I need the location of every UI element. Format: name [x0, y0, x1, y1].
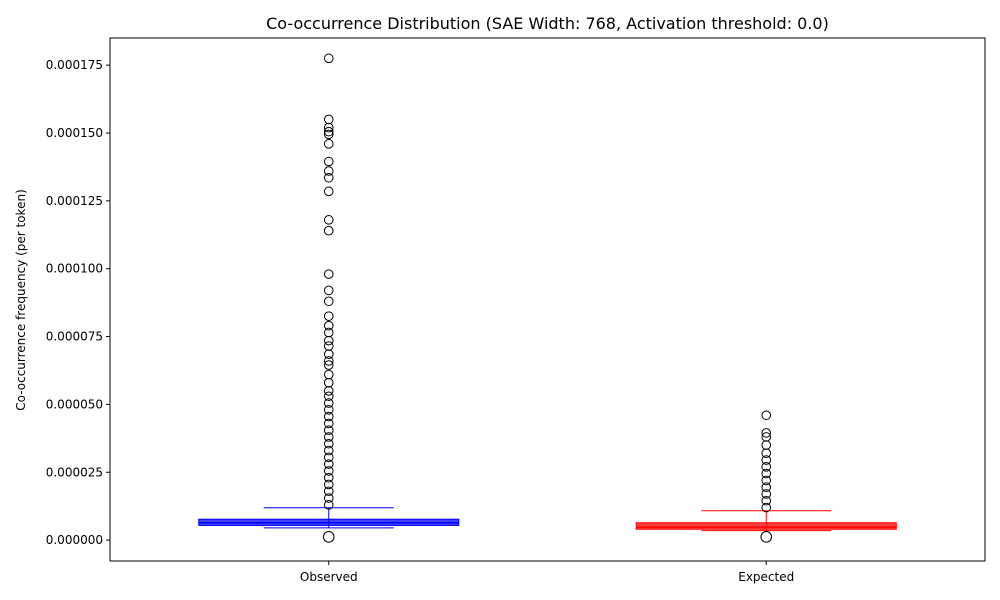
outlier-point [323, 360, 334, 370]
outlier-point [761, 482, 772, 492]
outlier-point [323, 122, 334, 133]
outlier-point [323, 466, 334, 476]
outlier-point [761, 455, 772, 465]
outlier-point [761, 475, 772, 486]
y-tick-label: 0.000150 [46, 126, 103, 140]
x-tick-label: Observed [300, 570, 358, 584]
outlier-point [323, 349, 334, 359]
outlier-point [323, 327, 334, 338]
iqr-box [635, 522, 897, 530]
outlier-point [323, 500, 334, 510]
outlier-point [323, 391, 334, 402]
y-tick-label: 0.000100 [46, 262, 103, 276]
chart-title: Co-occurrence Distribution (SAE Width: 7… [266, 14, 829, 33]
outlier-point [323, 166, 334, 176]
box-expected [635, 410, 897, 543]
outlier-point [761, 462, 772, 472]
y-axis-label: Co-occurrence frequency (per token) [14, 189, 28, 410]
outlier-point [323, 296, 334, 307]
outlier-point [323, 172, 334, 183]
y-tick-label: 0.000025 [46, 465, 103, 479]
outlier-point [761, 495, 772, 506]
y-tick-label: 0.000050 [46, 397, 103, 411]
outlier-point [323, 479, 334, 490]
outlier-point [323, 53, 334, 64]
outlier-point [323, 126, 334, 137]
y-tick-label: 0.000000 [46, 533, 103, 547]
outlier-point [323, 156, 334, 167]
outlier-point [323, 335, 334, 346]
outlier-point [323, 129, 334, 140]
low-outlier-point [322, 531, 335, 543]
outlier-point [323, 418, 334, 429]
outlier-point [761, 428, 772, 438]
outlier-point [323, 139, 334, 149]
outlier-point [323, 425, 334, 435]
outlier-point [761, 468, 772, 479]
outlier-point [323, 398, 334, 408]
y-tick-label: 0.000125 [46, 194, 103, 208]
outlier-point [761, 448, 772, 459]
outlier-point [323, 459, 334, 469]
x-tick-label: Expected [738, 570, 794, 584]
outlier-point [323, 493, 334, 503]
plot-area [198, 53, 897, 543]
outlier-point [323, 486, 334, 497]
outlier-point [323, 452, 334, 463]
outlier-point [323, 311, 334, 321]
axes-frame [109, 37, 986, 562]
outlier-point [323, 369, 334, 380]
outlier-point [323, 186, 334, 197]
outlier-point [323, 445, 334, 456]
y-axis: 0.000000 0.000025 0.000050 0.000075 0.000100… [46, 58, 110, 547]
y-tick-label: 0.000075 [46, 330, 103, 344]
x-axis: Observed Expected [300, 561, 794, 584]
outlier-point [761, 502, 772, 513]
outlier-point [323, 269, 334, 279]
outlier-point [323, 377, 334, 388]
outlier-point [323, 356, 334, 366]
outlier-point [323, 215, 334, 225]
outlier-point [761, 440, 772, 450]
outlier-point [761, 410, 772, 421]
outlier-point [761, 489, 772, 499]
outlier-point [323, 320, 334, 331]
outlier-point [323, 285, 334, 296]
outlier-point [323, 411, 334, 422]
outlier-point [323, 405, 334, 415]
outlier-point [323, 438, 334, 449]
box-observed [198, 53, 460, 543]
outlier-point [323, 472, 334, 483]
low-outlier-point [760, 531, 773, 543]
outlier-point [323, 114, 334, 125]
outlier-point [323, 386, 334, 396]
y-tick-label: 0.000175 [46, 58, 103, 72]
outlier-point [323, 432, 334, 442]
outlier-point [323, 225, 334, 236]
outlier-point [323, 341, 334, 351]
